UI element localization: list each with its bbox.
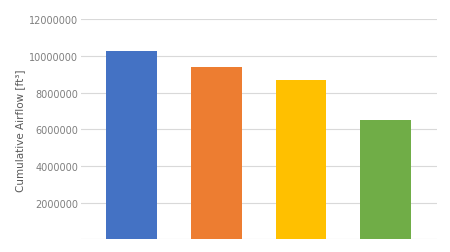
- Bar: [106, 52, 157, 239]
- Bar: [191, 68, 242, 239]
- Bar: [276, 80, 326, 239]
- Bar: [360, 121, 411, 239]
- Y-axis label: Cumulative Airflow [ft³]: Cumulative Airflow [ft³]: [15, 69, 25, 191]
